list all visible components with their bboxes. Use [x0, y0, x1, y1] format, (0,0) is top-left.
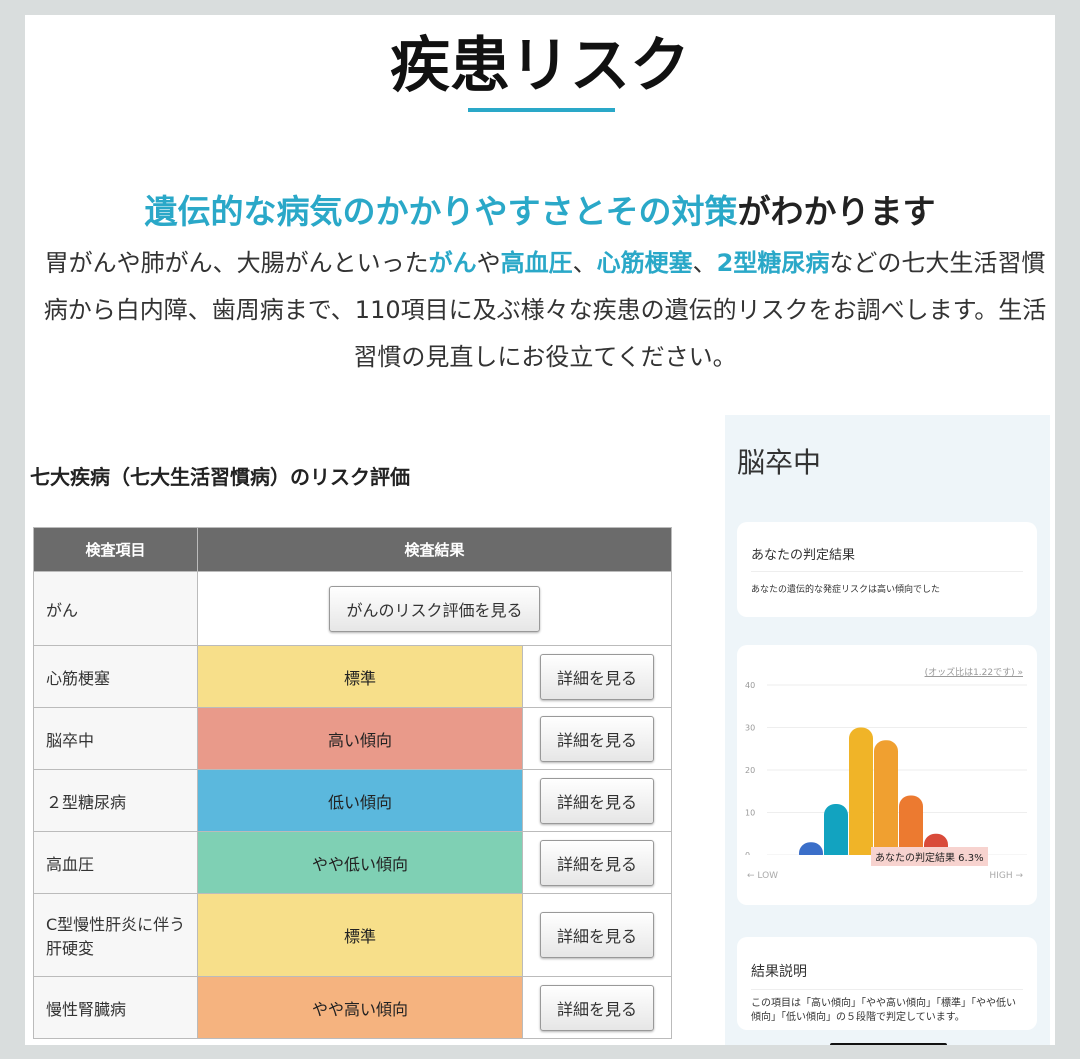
row-result: 標準 [197, 645, 523, 708]
text: などの七大生活習慣病から白内障、歯周病まで、110項目に及ぶ様々な疾患の遺伝的リ… [43, 249, 1047, 371]
chart-bar [874, 740, 898, 865]
header-item: 検査項目 [33, 527, 198, 572]
row-result: 標準 [197, 893, 523, 977]
table-row: ２型糖尿病 低い傾向 詳細を見る [33, 769, 672, 832]
subtitle: 遺伝的な病気のかかりやすさとその対策がわかります [25, 185, 1055, 233]
row-name: 慢性腎臓病 [33, 976, 198, 1039]
row-name: 心筋梗塞 [33, 645, 198, 708]
page: 疾患リスク 遺伝的な病気のかかりやすさとその対策がわかります 胃がんや肺がん、大… [25, 15, 1055, 1045]
subtitle-rest: がわかります [737, 192, 936, 231]
row-name: がん [33, 571, 198, 646]
row-name: 高血圧 [33, 831, 198, 894]
chart-bar [849, 727, 873, 865]
highlight: 2型糖尿病 [716, 249, 830, 277]
detail-button[interactable]: 詳細を見る [539, 777, 654, 824]
home-indicator [830, 1043, 947, 1045]
card-text: あなたの遺伝的な発症リスクは高い傾向でした [751, 585, 941, 595]
row-result: 高い傾向 [197, 707, 523, 770]
highlight: 心筋梗塞 [596, 249, 693, 277]
text: 、 [692, 249, 717, 277]
low-label: ← LOW [747, 871, 779, 881]
detail-button[interactable]: 詳細を見る [539, 984, 654, 1031]
risk-table: 検査項目 検査結果 がん がんのリスク評価を見る 心筋梗塞 標準 詳細を見る 脳卒中 高い傾… [33, 527, 672, 1039]
card-title: あなたの判定結果 [751, 548, 856, 563]
row-name: 脳卒中 [33, 707, 198, 770]
card-text: この項目は「高い傾向」「やや高い傾向」「標準」「やや低い傾向」「低い傾向」の５段… [751, 998, 1016, 1023]
phone-title: 脳卒中 [737, 446, 822, 479]
description: 胃がんや肺がん、大腸がんといったがんや高血圧、心筋梗塞、2型糖尿病などの七大生活… [35, 240, 1055, 381]
odds-link[interactable]: (オッズ比は1.22です) » [924, 668, 1023, 678]
explanation-card: 結果説明 この項目は「高い傾向」「やや高い傾向」「標準」「やや低い傾向」「低い傾… [737, 937, 1037, 1030]
text: 、 [572, 249, 597, 277]
result-card: あなたの判定結果 あなたの遺伝的な発症リスクは高い傾向でした [737, 522, 1037, 617]
table-heading: 七大疾病（七大生活習慣病）のリスク評価 [30, 465, 410, 489]
y-tick-label: 40 [745, 681, 755, 690]
text: 胃がんや肺がん、大腸がんといった [44, 249, 429, 277]
chart-bar [824, 804, 848, 865]
detail-button[interactable]: 詳細を見る [539, 912, 654, 958]
phone-screenshot: 脳卒中 あなたの判定結果 あなたの遺伝的な発症リスクは高い傾向でした (オッズ比… [725, 415, 1050, 1045]
table-row: C型慢性肝炎に伴う肝硬変 標準 詳細を見る [33, 893, 672, 977]
detail-button[interactable]: 詳細を見る [539, 715, 654, 762]
detail-button[interactable]: 詳細を見る [539, 653, 654, 700]
cancer-risk-button[interactable]: がんのリスク評価を見る [329, 585, 540, 632]
result-label: あなたの判定結果 6.3% [871, 847, 988, 866]
row-result: やや高い傾向 [197, 976, 523, 1039]
row-result: やや低い傾向 [197, 831, 523, 894]
table-row: 高血圧 やや低い傾向 詳細を見る [33, 831, 672, 894]
chart-card: (オッズ比は1.22です) » 010203040 あなたの判定結果 6.3% … [737, 645, 1037, 905]
detail-button[interactable]: 詳細を見る [539, 839, 654, 886]
table-row: 慢性腎臓病 やや高い傾向 詳細を見る [33, 976, 672, 1039]
row-name: C型慢性肝炎に伴う肝硬変 [33, 893, 198, 977]
subtitle-highlight: 遺伝的な病気のかかりやすさとその対策 [144, 192, 738, 231]
row-result: 低い傾向 [197, 769, 523, 832]
page-title: 疾患リスク [390, 31, 690, 101]
header-result: 検査結果 [197, 527, 672, 572]
card-title: 結果説明 [751, 964, 807, 980]
high-label: HIGH → [989, 871, 1023, 881]
table-row: 脳卒中 高い傾向 詳細を見る [33, 707, 672, 770]
title-underline [468, 108, 615, 112]
highlight: 高血圧 [500, 249, 573, 277]
y-tick-label: 30 [745, 724, 755, 733]
table-row: 心筋梗塞 標準 詳細を見る [33, 645, 672, 708]
row-name: ２型糖尿病 [33, 769, 198, 832]
risk-chart: 010203040 [737, 681, 1037, 875]
y-tick-label: 20 [745, 766, 755, 775]
y-tick-label: 10 [745, 809, 755, 818]
highlight: がん [428, 249, 477, 277]
text: や [476, 249, 501, 277]
